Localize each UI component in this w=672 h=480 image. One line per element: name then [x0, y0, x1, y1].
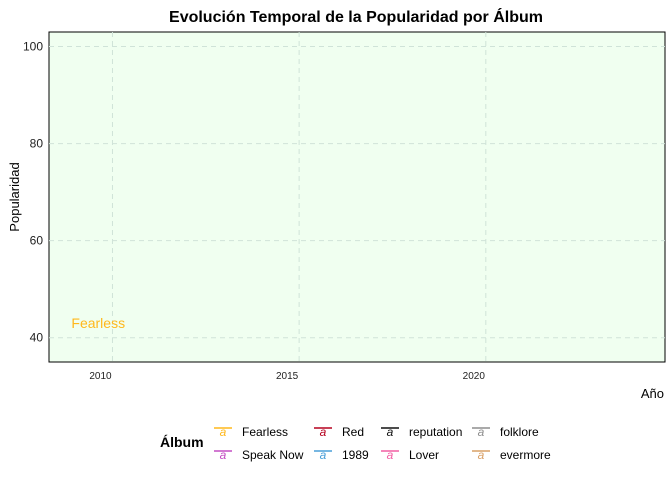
- plot-panel: [48, 31, 666, 363]
- legend-item: a 1989: [314, 448, 369, 462]
- legend-label: 1989: [342, 448, 369, 462]
- y-tick-label: 80: [30, 137, 44, 151]
- y-tick-label: 100: [23, 40, 43, 54]
- legend-item: a Fearless: [214, 425, 288, 439]
- legend-key-glyph: a: [387, 425, 394, 439]
- legend-key-glyph: a: [220, 425, 227, 439]
- legend-item: a folklore: [472, 425, 539, 439]
- legend-label: Lover: [409, 448, 439, 462]
- legend-key-glyph: a: [220, 448, 227, 462]
- chart-title: Evolución Temporal de la Popularidad por…: [169, 7, 543, 26]
- legend-item: a Lover: [381, 448, 439, 462]
- y-tick-label: 40: [30, 331, 44, 345]
- legend-title: Álbum: [160, 434, 204, 450]
- legend-item: a Red: [314, 425, 364, 439]
- legend: Álbum a Fearless a Speak Now a Red a 1989 a reput…: [160, 425, 551, 462]
- y-axis-title: Popularidad: [7, 162, 22, 231]
- legend-item: a reputation: [381, 425, 462, 439]
- legend-label: folklore: [500, 425, 539, 439]
- x-tick-label: 2020: [463, 371, 486, 382]
- legend-item: a Speak Now: [214, 448, 304, 462]
- legend-label: Fearless: [242, 425, 288, 439]
- legend-label: Speak Now: [242, 448, 304, 462]
- legend-key-glyph: a: [387, 448, 394, 462]
- legend-label: evermore: [500, 448, 551, 462]
- x-tick-label: 2015: [276, 371, 299, 382]
- annotations: Fearless: [71, 315, 125, 331]
- legend-label: Red: [342, 425, 364, 439]
- legend-label: reputation: [409, 425, 462, 439]
- annotation-label: Fearless: [71, 315, 125, 331]
- legend-key-glyph: a: [478, 448, 485, 462]
- x-axis-title: Año: [641, 386, 664, 401]
- y-tick-label: 60: [30, 234, 44, 248]
- legend-key-glyph: a: [320, 448, 327, 462]
- legend-key-glyph: a: [320, 425, 327, 439]
- grid: [49, 32, 665, 362]
- legend-key-glyph: a: [478, 425, 485, 439]
- y-axis-ticks: 40 60 80 100: [23, 40, 43, 345]
- legend-item: a evermore: [472, 448, 551, 462]
- x-axis-ticks: 2010 2015 2020: [89, 371, 485, 382]
- x-tick-label: 2010: [89, 371, 112, 382]
